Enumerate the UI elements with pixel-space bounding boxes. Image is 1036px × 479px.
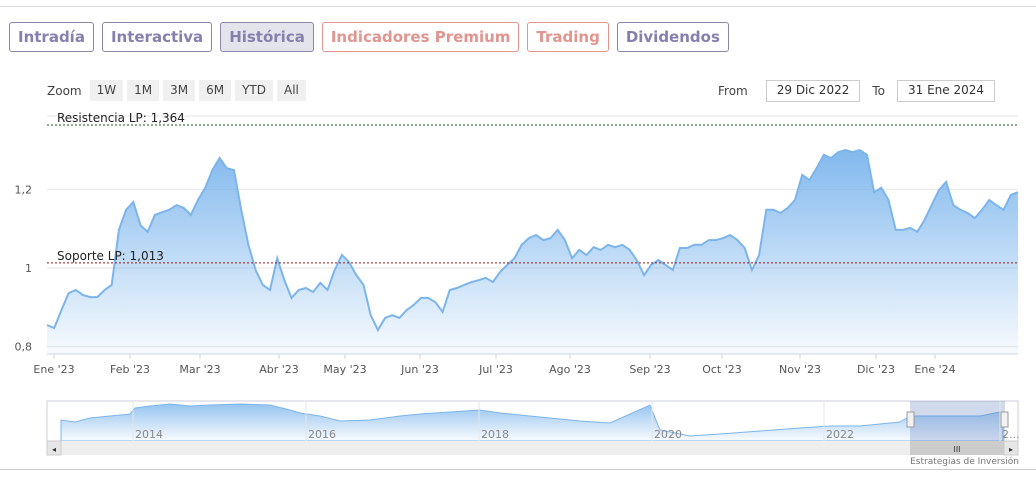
- navigator-year-label: 2014: [135, 428, 163, 441]
- chart-type-tabs: Intradía Interactiva Histórica Indicadores …: [9, 22, 729, 52]
- level-label: Resistencia LP: 1,364: [57, 111, 185, 125]
- navigator-year-label: 2...: [1002, 428, 1020, 441]
- zoom-selector: Zoom 1W 1M 3M 6M YTD All: [47, 80, 306, 101]
- tab-hist-rica[interactable]: Histórica: [220, 22, 314, 52]
- scrollbar-thumb[interactable]: [910, 441, 1005, 455]
- price-line: [46, 149, 1019, 333]
- y-tick-label: 1,2: [15, 183, 33, 196]
- zoom-ytd-button[interactable]: YTD: [235, 80, 273, 101]
- x-tick-label: Nov '23: [779, 363, 821, 376]
- x-tick-label: Sep '23: [629, 363, 670, 376]
- arrow-left-icon: ◂: [52, 445, 56, 454]
- top-divider: [0, 6, 1036, 7]
- bottom-divider: [0, 469, 1036, 470]
- zoom-all-button[interactable]: All: [277, 80, 306, 101]
- from-label: From: [718, 84, 748, 98]
- x-tick-label: Dic '23: [857, 363, 895, 376]
- navigator-selection[interactable]: [910, 401, 1005, 441]
- x-tick-label: Ago '23: [549, 363, 591, 376]
- zoom-3m-button[interactable]: 3M: [163, 80, 196, 101]
- scroll-right-button[interactable]: [1003, 440, 1019, 456]
- x-tick-label: Abr '23: [259, 363, 299, 376]
- credit-text: Estrategias de Inversión: [910, 457, 1019, 467]
- zoom-1w-button[interactable]: 1W: [89, 80, 124, 101]
- navigator-right-handle[interactable]: [1000, 411, 1009, 428]
- x-tick-label: Ene '24: [914, 363, 955, 376]
- arrow-right-icon: ▸: [1009, 445, 1013, 454]
- navigator-year-label: 2016: [308, 428, 336, 441]
- scrollbar-track[interactable]: [47, 441, 1018, 455]
- from-date-input[interactable]: 29 Dic 2022: [765, 80, 861, 102]
- x-tick-label: Ene '23: [33, 363, 74, 376]
- tab-interactiva[interactable]: Interactiva: [101, 22, 213, 52]
- tab-trading[interactable]: Trading: [527, 22, 609, 52]
- scrollbar-grip-icon: III: [953, 445, 960, 454]
- x-tick-label: Feb '23: [110, 363, 150, 376]
- zoom-6m-button[interactable]: 6M: [199, 80, 232, 101]
- x-tick-label: May '23: [323, 363, 366, 376]
- x-tick-label: Mar '23: [179, 363, 220, 376]
- y-tick-label: 0,8: [15, 341, 33, 354]
- to-label: To: [872, 84, 885, 98]
- level-label: Soporte LP: 1,013: [57, 249, 164, 263]
- y-tick-label: 1: [25, 262, 32, 275]
- x-tick-label: Jul '23: [478, 363, 513, 376]
- tab-indicadores-premium[interactable]: Indicadores Premium: [321, 22, 520, 52]
- navigator-year-label: 2018: [481, 428, 509, 441]
- zoom-label: Zoom: [47, 83, 82, 98]
- x-tick-label: Oct '23: [702, 363, 742, 376]
- date-range: From 29 Dic 2022 To 31 Ene 2024: [718, 80, 995, 102]
- tab-intrad-a[interactable]: Intradía: [9, 22, 94, 52]
- navigator-left-handle[interactable]: [906, 411, 915, 428]
- navigator-year-label: 2020: [654, 428, 682, 441]
- tab-dividendos[interactable]: Dividendos: [616, 22, 729, 52]
- zoom-1m-button[interactable]: 1M: [127, 80, 160, 101]
- price-area: [47, 150, 1018, 354]
- scroll-left-button[interactable]: [46, 440, 62, 456]
- x-tick-label: Jun '23: [400, 363, 439, 376]
- navigator[interactable]: 2014 2016 2018 2020 2022 2... III ◂ ▸: [46, 400, 1020, 456]
- to-date-input[interactable]: 31 Ene 2024: [896, 80, 995, 102]
- navigator-year-label: 2022: [826, 428, 854, 441]
